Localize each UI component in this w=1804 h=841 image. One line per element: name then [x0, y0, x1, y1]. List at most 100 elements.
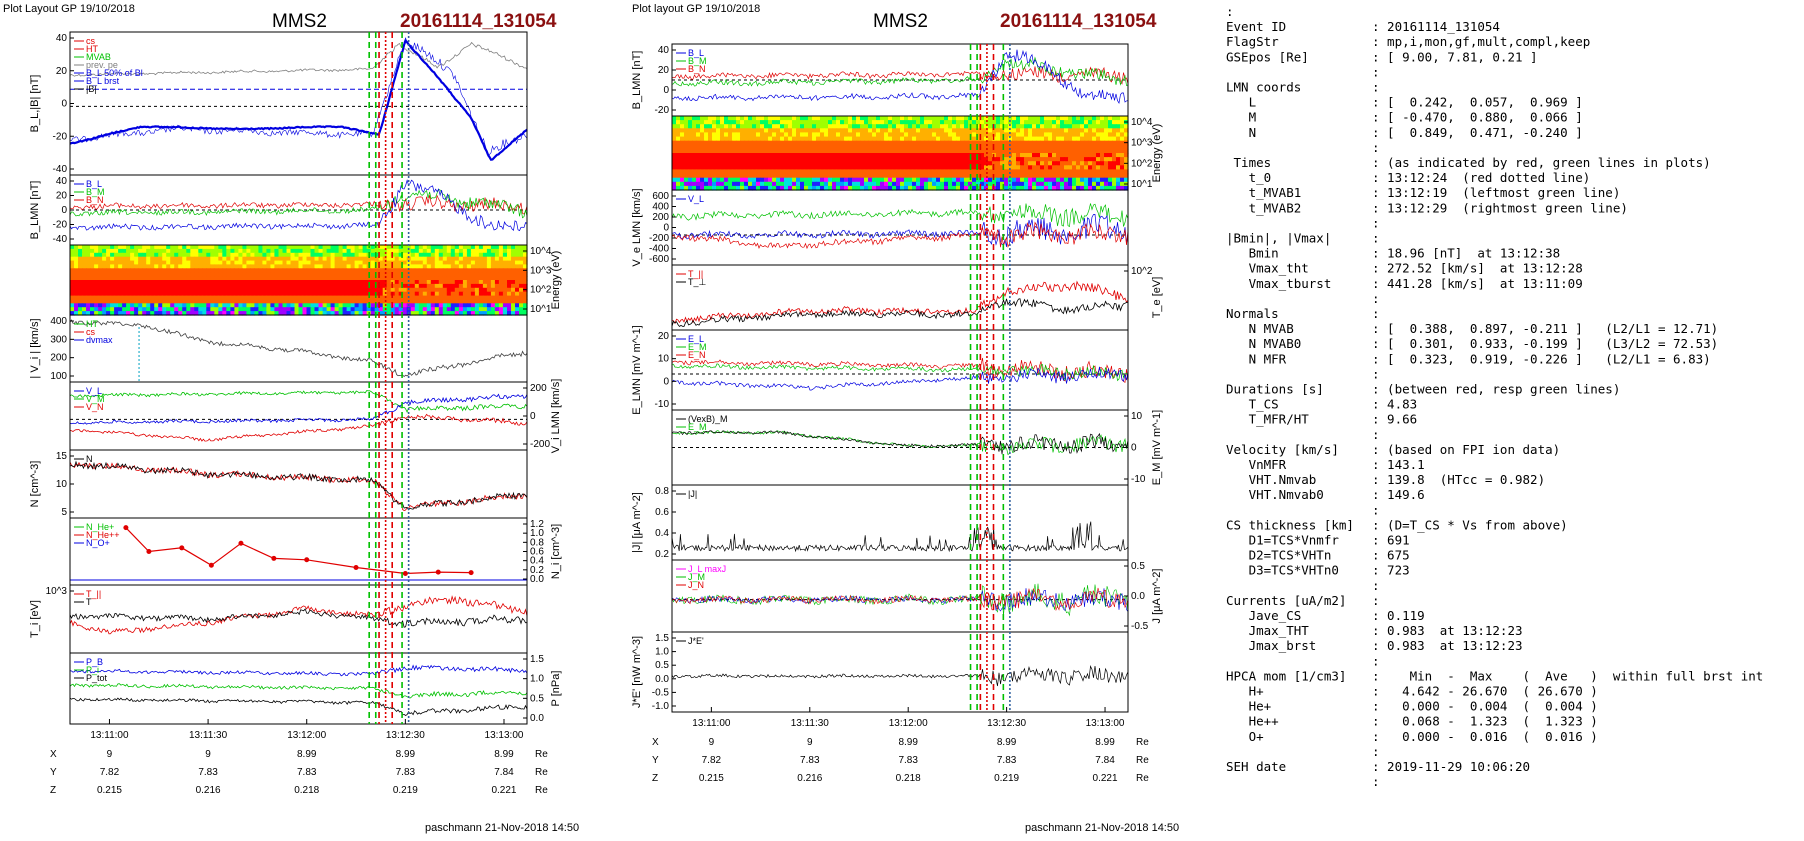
- spectrogram-cell: [342, 280, 348, 285]
- y-tick-label: -200: [530, 439, 550, 450]
- spectrogram-cell: [808, 116, 813, 121]
- spectrogram-cell: [776, 181, 781, 187]
- spectrogram-cell: [274, 248, 279, 254]
- spectrogram-cell: [716, 116, 721, 121]
- spectrogram-cell: [1052, 161, 1057, 166]
- spectrogram-cell: [326, 268, 332, 273]
- spectrogram-cell: [242, 276, 247, 281]
- y-tick-label: 0: [1131, 443, 1137, 454]
- spectrogram-cell: [1088, 177, 1093, 183]
- spectrogram-cell: [864, 169, 869, 175]
- spectrogram-cell: [728, 157, 733, 162]
- summary-value: :: [1372, 774, 1380, 789]
- spectrogram-cell: [278, 299, 284, 304]
- spectrogram-cell: [438, 245, 444, 250]
- spectrogram-cell: [868, 136, 873, 142]
- spectrogram-cell: [876, 120, 881, 125]
- spectrogram-cell: [290, 248, 296, 254]
- spectrogram-cell: [1004, 136, 1009, 142]
- spectrogram-cell: [78, 276, 83, 281]
- spectrogram-cell: [1124, 144, 1129, 150]
- spectrogram-cell: [86, 260, 91, 266]
- spectrogram-cell: [314, 248, 320, 254]
- spectrogram-cell: [282, 295, 288, 301]
- spectrogram-cell: [414, 291, 420, 297]
- spectrogram-cell: [840, 140, 845, 146]
- spectrogram-cell: [402, 311, 408, 316]
- spectrogram-cell: [908, 169, 913, 175]
- spectrogram-cell: [784, 177, 789, 183]
- spectrogram-cell: [764, 144, 769, 150]
- spectrogram-cell: [498, 287, 504, 293]
- spectrogram-cell: [688, 157, 693, 162]
- spectrogram-cell: [142, 280, 147, 285]
- spectrogram-cell: [900, 165, 905, 170]
- spectrogram-cell: [106, 256, 111, 262]
- spectrogram-cell: [820, 157, 825, 162]
- spectrogram-cell: [94, 272, 99, 277]
- x-tick-label: 13:13:00: [485, 730, 524, 741]
- spectrogram-cell: [1080, 161, 1085, 166]
- spectrogram-cell: [290, 299, 296, 304]
- spectrogram-cell: [836, 144, 841, 150]
- spectrogram-cell: [290, 295, 296, 301]
- spectrogram-cell: [712, 177, 717, 183]
- spectrogram-cell: [446, 283, 452, 289]
- spectrogram-cell: [254, 311, 259, 316]
- spectrogram-cell: [206, 248, 211, 254]
- spectrogram-cell: [322, 260, 328, 266]
- spectrogram-cell: [728, 173, 733, 179]
- spectrogram-cell: [1028, 144, 1033, 150]
- spectrogram-cell: [964, 173, 969, 179]
- series-line: [69, 683, 528, 699]
- spectrogram-cell: [470, 303, 476, 308]
- spectrogram-cell: [880, 120, 885, 125]
- spectrogram-cell: [138, 295, 143, 301]
- spectrogram-cell: [764, 169, 769, 175]
- spectrogram-cell: [1032, 157, 1037, 162]
- spectrogram-cell: [836, 169, 841, 175]
- spectrogram-cell: [932, 144, 937, 150]
- spectrogram-cell: [948, 157, 953, 162]
- spectrogram-cell: [900, 173, 905, 179]
- spectrogram-cell: [470, 287, 476, 293]
- spectrogram-cell: [1116, 120, 1121, 125]
- spectrogram-cell: [242, 245, 247, 250]
- spectrogram-cell: [350, 303, 356, 308]
- y-axis-label: N [cm^-3]: [29, 461, 41, 508]
- spectrogram-cell: [884, 181, 889, 187]
- spectrogram-cell: [892, 120, 897, 125]
- spectrogram-cell: [888, 144, 893, 150]
- summary-key: Velocity [km/s]: [1226, 442, 1339, 457]
- spectrogram-cell: [916, 132, 921, 138]
- spectrogram-cell: [800, 148, 805, 154]
- spectrogram-cell: [816, 181, 821, 187]
- spectrogram-cell: [515, 291, 520, 297]
- spectrogram-cell: [190, 299, 195, 304]
- spectrogram-cell: [912, 185, 917, 191]
- spectrogram-cell: [972, 136, 977, 142]
- summary-key: N MFR: [1226, 351, 1287, 366]
- series-line: [69, 37, 528, 157]
- spectrogram-cell: [1104, 165, 1109, 170]
- spectrogram-cell: [174, 264, 179, 269]
- spectrogram-cell: [511, 248, 516, 254]
- spectrogram-cell: [486, 295, 492, 301]
- spectrogram-cell: [182, 283, 187, 289]
- spectrogram-cell: [478, 264, 484, 269]
- spectrogram-cell: [832, 128, 837, 133]
- spectrogram-cell: [466, 307, 472, 312]
- spectrogram-cell: [310, 291, 316, 297]
- spectrogram-cell: [394, 283, 400, 289]
- spectrogram-cell: [462, 268, 468, 273]
- spectrogram-cell: [262, 307, 267, 312]
- spectrogram-cell: [744, 136, 749, 142]
- spectrogram-cell: [114, 311, 119, 316]
- spectrogram-cell: [688, 165, 693, 170]
- spectrogram-cell: [840, 177, 845, 183]
- spectrogram-cell: [482, 256, 488, 262]
- spectrogram-cell: [852, 140, 857, 146]
- spectrogram-cell: [816, 140, 821, 146]
- x-tick-label: 13:12:00: [889, 718, 928, 729]
- summary-key: LMN coords: [1226, 80, 1301, 95]
